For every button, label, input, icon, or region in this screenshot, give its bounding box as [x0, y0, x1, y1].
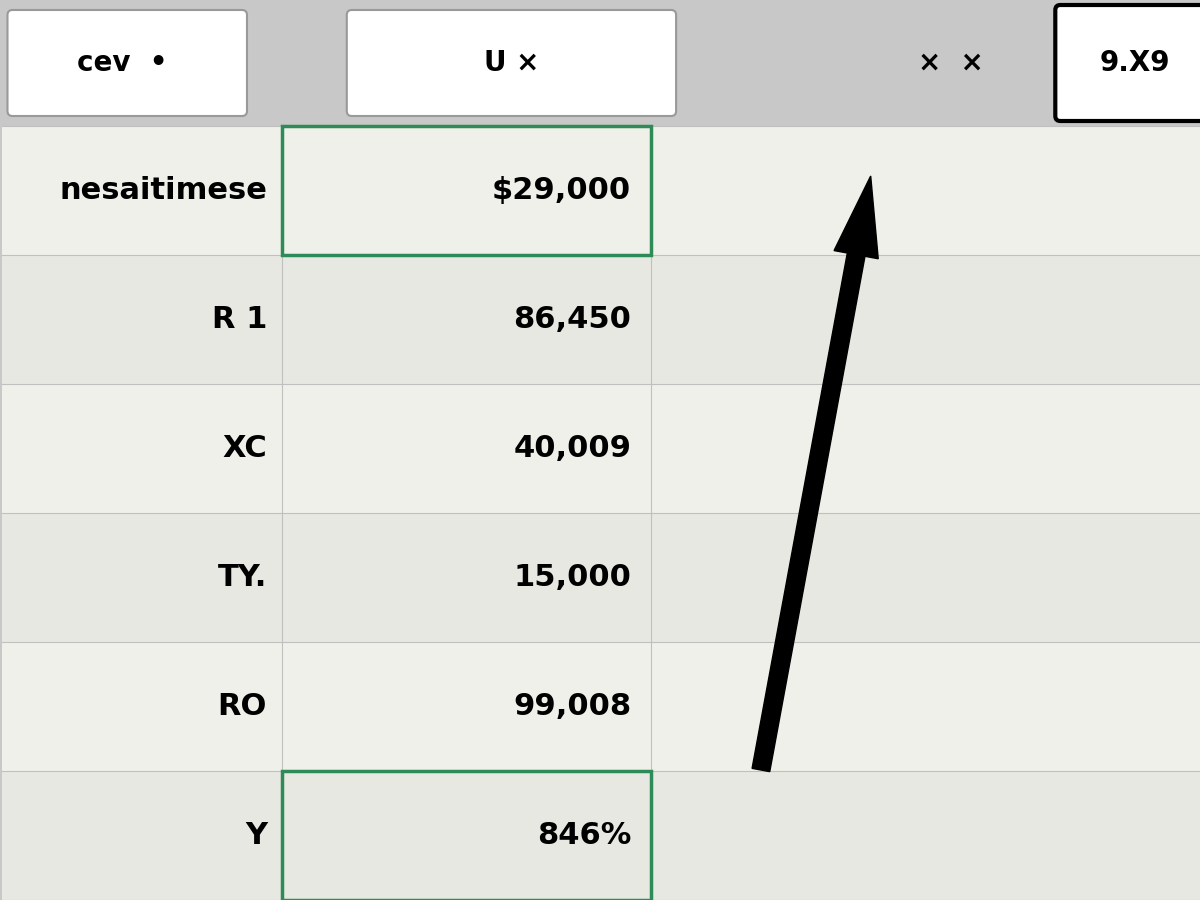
Text: TY.: TY. — [217, 563, 266, 592]
Bar — [282, 771, 652, 900]
Bar — [2, 642, 1200, 771]
Bar — [2, 126, 1200, 255]
Text: cev  •: cev • — [77, 49, 168, 77]
Text: ×  ×: × × — [918, 49, 983, 77]
Text: 15,000: 15,000 — [514, 563, 631, 592]
Text: U ×: U × — [484, 49, 539, 77]
FancyBboxPatch shape — [7, 10, 247, 116]
Bar — [2, 513, 1200, 642]
Bar — [2, 384, 1200, 513]
Bar — [2, 771, 1200, 900]
FancyBboxPatch shape — [347, 10, 676, 116]
Text: 846%: 846% — [536, 821, 631, 850]
Text: nesaitimese: nesaitimese — [59, 176, 266, 205]
Bar — [2, 255, 1200, 384]
Text: 40,009: 40,009 — [514, 434, 631, 463]
Bar — [282, 126, 652, 255]
FancyBboxPatch shape — [1055, 5, 1200, 121]
Text: XC: XC — [222, 434, 266, 463]
Polygon shape — [752, 176, 878, 771]
Text: 9.X9: 9.X9 — [1100, 49, 1170, 77]
Text: $29,000: $29,000 — [492, 176, 631, 205]
Text: R 1: R 1 — [211, 305, 266, 334]
Text: Y: Y — [245, 821, 266, 850]
Text: 86,450: 86,450 — [514, 305, 631, 334]
Bar — [2, 0, 1200, 126]
Text: RO: RO — [217, 692, 266, 721]
Text: 99,008: 99,008 — [514, 692, 631, 721]
